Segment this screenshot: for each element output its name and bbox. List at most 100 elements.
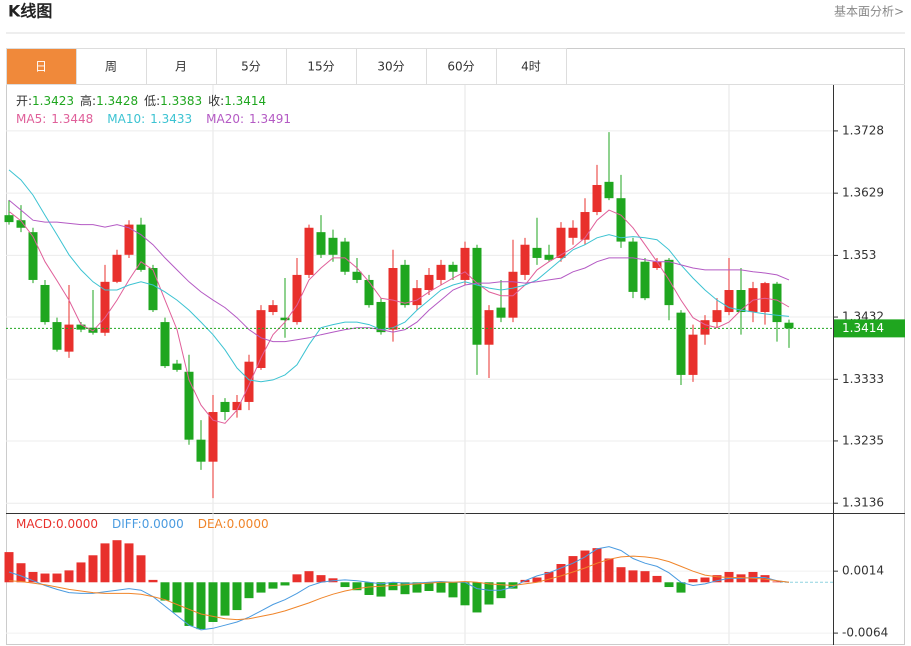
candle-body	[592, 184, 602, 213]
macd-bar	[424, 582, 434, 592]
macd-bar	[688, 579, 698, 583]
widget-title: K线图	[8, 2, 52, 21]
last-price-box	[834, 319, 905, 338]
tab-label[interactable]: 周	[105, 60, 117, 74]
candle-body	[292, 274, 302, 323]
candle-body	[16, 220, 26, 228]
candle-body	[580, 212, 590, 240]
macd-bar	[4, 552, 14, 583]
candle-body	[520, 244, 530, 275]
candle-body	[736, 290, 746, 313]
macd-bar	[184, 582, 194, 626]
candle-body	[316, 232, 326, 255]
tab[interactable]	[146, 48, 217, 85]
macd-bar	[448, 582, 458, 598]
tab-label[interactable]: 日	[35, 60, 47, 74]
legend-text: 1.3423	[32, 94, 74, 108]
macd-bar	[28, 571, 38, 583]
macd-bar	[700, 577, 710, 583]
y-tick-label: 1.353	[842, 248, 876, 262]
macd-bar	[112, 540, 122, 583]
candle-body	[40, 284, 50, 323]
macd-bar	[64, 570, 74, 583]
candle-body	[376, 301, 386, 333]
macd-bar	[292, 574, 302, 583]
tab-label[interactable]: 4时	[521, 60, 541, 74]
candle-body	[496, 307, 506, 318]
legend-text: 开:	[16, 94, 32, 108]
macd-bar	[16, 563, 26, 583]
macd-bar	[580, 550, 590, 583]
candle-body	[772, 283, 782, 323]
macd-bar	[280, 582, 290, 586]
candle-body	[712, 310, 722, 323]
macd-bar	[124, 543, 134, 583]
macd-bar	[76, 562, 86, 583]
candle-body	[616, 198, 626, 242]
candle-body	[196, 439, 206, 462]
macd-line	[8, 555, 790, 621]
tab[interactable]	[6, 48, 77, 85]
macd-bar	[568, 556, 578, 583]
macd-bar	[472, 582, 482, 613]
tab[interactable]	[496, 48, 567, 85]
macd-bar	[616, 567, 626, 583]
y-tick-label: -0.0064	[842, 626, 888, 640]
candle-body	[52, 322, 62, 350]
candle-body	[640, 261, 650, 299]
macd-bar	[400, 582, 410, 595]
legend-text: MA20:	[206, 112, 244, 126]
candle-body	[544, 254, 554, 260]
tab-label[interactable]: 月	[175, 60, 187, 74]
macd-bar	[160, 582, 170, 601]
tab-label[interactable]: 5分	[241, 60, 261, 74]
candle-body	[412, 288, 422, 306]
candle-body	[568, 227, 578, 238]
candle-body	[472, 247, 482, 345]
legend-text: 0.0000	[142, 517, 184, 531]
legend-text: 1.3383	[160, 94, 202, 108]
tab-label[interactable]: 15分	[307, 60, 334, 74]
candle-body	[532, 247, 542, 258]
candle-body	[484, 310, 494, 345]
candle-body	[184, 371, 194, 440]
tab-label[interactable]: 60分	[447, 60, 474, 74]
y-tick-label: 1.3629	[842, 186, 884, 200]
legend: MACD:0.0000 DIFF:0.0000 DEA:0.0000	[16, 517, 269, 531]
candle-body	[208, 412, 218, 462]
candle-body	[508, 271, 518, 318]
fundamental-link[interactable]: 基本面分析>	[834, 5, 904, 19]
macd-bar	[712, 575, 722, 583]
legend-text: 1.3491	[249, 112, 291, 126]
macd-bar	[268, 582, 278, 589]
candle-body	[256, 310, 266, 368]
candle-body	[232, 401, 242, 411]
macd-bar	[352, 582, 362, 591]
macd-bar	[136, 555, 146, 583]
legend-text: MA10:	[107, 112, 145, 126]
legend-text: 高:	[80, 93, 96, 108]
macd-bar	[208, 582, 218, 622]
candle-body	[244, 361, 254, 402]
legend-text: 0.0000	[56, 517, 98, 531]
y-tick-label: 1.3235	[842, 433, 884, 447]
macd-bar	[256, 582, 266, 593]
legend: MA5: 1.3448 MA10: 1.3433 MA20: 1.3491	[16, 112, 291, 126]
legend-text: 0.0000	[227, 517, 269, 531]
tab[interactable]	[356, 48, 427, 85]
ma-line	[8, 169, 790, 383]
legend: 开:1.3423 高:1.3428 低:1.3383 收:1.3414	[16, 93, 266, 108]
tab[interactable]	[216, 48, 287, 85]
last-price-label: 1.3414	[842, 321, 884, 335]
macd-bar	[220, 582, 230, 616]
macd-bar	[676, 582, 686, 593]
tab-label[interactable]: 30分	[377, 60, 404, 74]
candle-body	[388, 268, 398, 330]
candle-body	[328, 237, 338, 255]
legend-text: MA5:	[16, 112, 46, 126]
macd-bar	[460, 582, 470, 606]
tab[interactable]	[76, 48, 147, 85]
legend-text: 1.3448	[51, 112, 93, 126]
candle-body	[112, 254, 122, 282]
